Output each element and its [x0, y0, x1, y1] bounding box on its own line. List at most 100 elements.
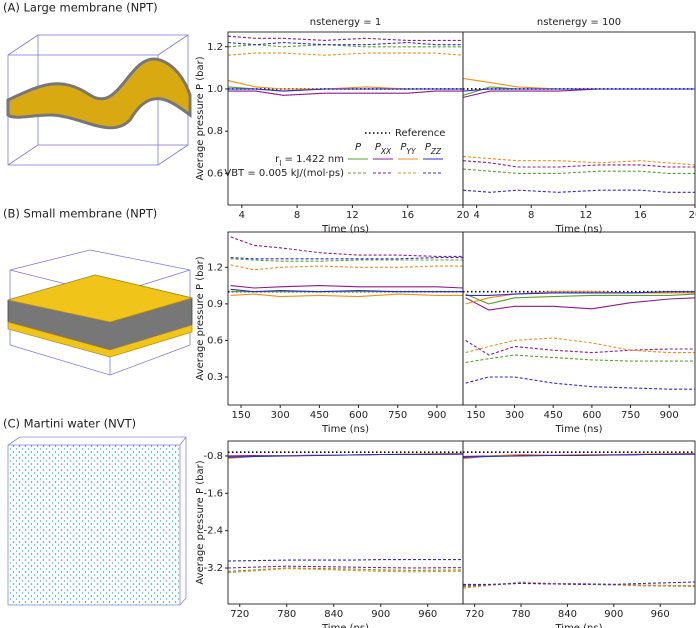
series-line	[465, 376, 695, 390]
plot-area	[463, 77, 695, 193]
plot-area	[228, 236, 463, 298]
x-tick-label: 4	[239, 210, 245, 221]
chart-title: nstenergy = 1	[310, 17, 381, 28]
x-tick-label: 4	[473, 210, 479, 221]
x-axis-label: Time (ns)	[321, 224, 369, 235]
x-tick-label: 16	[401, 210, 414, 221]
y-tick-label: -1.6	[203, 488, 223, 499]
x-tick-label: 840	[324, 609, 343, 620]
axes-frame	[227, 31, 464, 206]
x-axis-label: Time (ns)	[321, 424, 369, 435]
y-tick-label: 1.2	[207, 262, 223, 273]
x-tick-label: 780	[277, 609, 296, 620]
plot-area	[463, 451, 695, 589]
series-line	[463, 189, 695, 193]
x-tick-label: 750	[621, 410, 640, 421]
water-illustration	[7, 436, 187, 606]
series-line	[463, 88, 695, 98]
series-line	[230, 236, 463, 257]
y-axis-label: Average pressure P (bar)	[195, 460, 206, 584]
x-axis-label: Time (ns)	[321, 623, 369, 628]
axes-frame	[462, 231, 696, 406]
series-line	[465, 293, 695, 305]
x-tick-label: 900	[660, 410, 679, 421]
x-axis-label: Time (ns)	[554, 424, 602, 435]
series-line	[228, 52, 463, 56]
series-line	[228, 90, 463, 96]
x-axis-label: Time (ns)	[554, 623, 602, 628]
x-tick-label: 150	[232, 410, 251, 421]
x-tick-label: 8	[294, 210, 300, 221]
x-tick-label: 900	[427, 410, 446, 421]
series-line	[230, 285, 463, 289]
x-tick-label: 960	[418, 609, 437, 620]
x-tick-label: 600	[349, 410, 368, 421]
membrane-illustration	[6, 34, 192, 166]
legend-label: P	[355, 142, 362, 153]
series-line	[463, 155, 695, 166]
series-line	[463, 453, 695, 458]
legend-label: Reference	[395, 128, 445, 139]
x-tick-label: 8	[528, 210, 534, 221]
x-tick-label: 300	[505, 410, 524, 421]
chart-title: nstenergy = 100	[537, 17, 621, 28]
x-tick-label: 780	[511, 609, 530, 620]
row-label: (C) Martini water (NVT)	[3, 417, 136, 431]
series-line	[230, 258, 463, 262]
series-line	[228, 567, 463, 572]
series-line	[228, 44, 463, 48]
x-tick-label: 750	[388, 410, 407, 421]
series-line	[465, 297, 695, 311]
series-line	[228, 559, 463, 562]
x-tick-label: 450	[544, 410, 563, 421]
series-line	[463, 581, 695, 585]
axes-frame	[227, 440, 464, 605]
x-tick-label: 450	[310, 410, 329, 421]
x-tick-label: 12	[579, 210, 592, 221]
x-tick-label: 16	[634, 210, 647, 221]
series-line	[228, 88, 463, 92]
y-tick-label: 0.8	[207, 126, 223, 137]
legend-label: PXX	[375, 142, 392, 156]
series-line	[465, 354, 695, 363]
y-tick-label: -3.2	[203, 563, 223, 574]
series-line	[228, 565, 463, 569]
plot-area	[228, 35, 463, 96]
small-membrane-illustration	[7, 249, 194, 376]
series-line	[228, 453, 463, 458]
axes-frame	[462, 440, 696, 605]
x-tick-label: 12	[346, 210, 359, 221]
plot-area	[228, 451, 463, 574]
series-line	[230, 257, 463, 260]
x-tick-label: 900	[371, 609, 390, 620]
y-axis-label: Average pressure P (bar)	[195, 256, 206, 380]
series-line	[465, 339, 695, 356]
series-line	[230, 264, 463, 271]
y-tick-label: 0.6	[207, 168, 223, 179]
x-tick-label: 960	[651, 609, 670, 620]
x-axis-label: Time (ns)	[554, 224, 602, 235]
axes-frame	[462, 31, 696, 206]
x-tick-label: 20	[457, 210, 470, 221]
y-tick-label: -2.4	[203, 526, 223, 537]
x-tick-label: 300	[271, 410, 290, 421]
series-line	[228, 79, 463, 90]
legend-label: VBT = 0.005 kJ/(mol·ps)	[224, 168, 344, 179]
legend-label: PYY	[400, 142, 417, 156]
y-tick-label: 0.9	[207, 299, 223, 310]
x-tick-label: 720	[465, 609, 484, 620]
x-tick-label: 900	[604, 609, 623, 620]
legend-label: PZZ	[425, 142, 442, 156]
y-tick-label: -0.8	[203, 451, 223, 462]
x-tick-label: 600	[582, 410, 601, 421]
y-tick-label: 0.6	[207, 335, 223, 346]
x-tick-label: 840	[558, 609, 577, 620]
x-tick-label: 20	[689, 210, 696, 221]
series-line	[465, 337, 695, 354]
y-tick-label: 1.2	[207, 42, 223, 53]
series-line	[228, 41, 463, 46]
series-line	[463, 168, 695, 174]
series-line	[230, 288, 463, 293]
series-line	[228, 567, 463, 574]
